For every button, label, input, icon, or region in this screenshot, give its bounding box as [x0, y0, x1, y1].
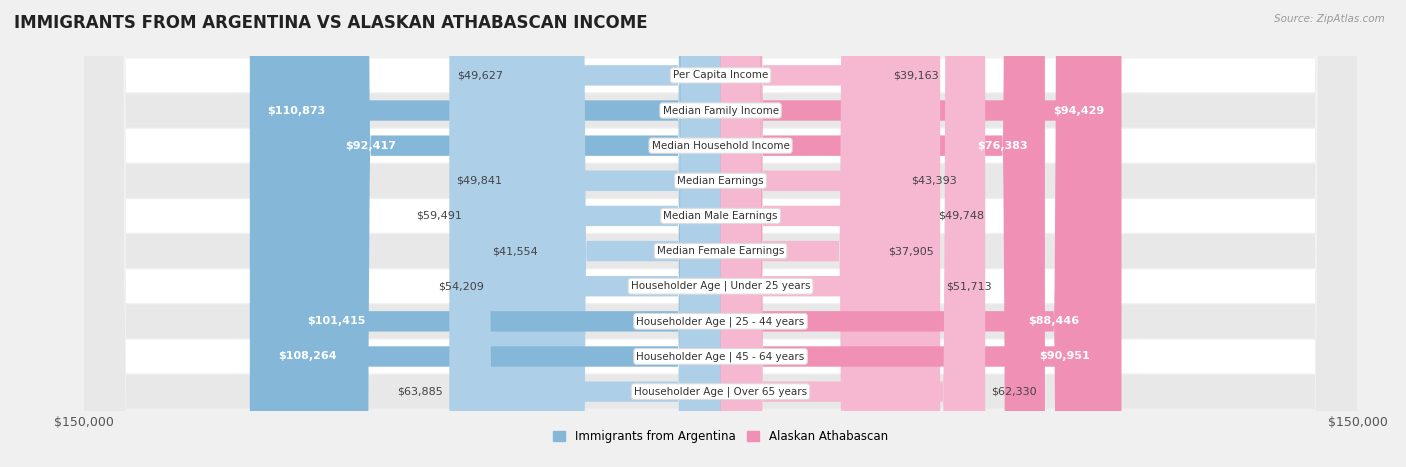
FancyBboxPatch shape [84, 0, 1357, 467]
FancyBboxPatch shape [721, 0, 1097, 467]
FancyBboxPatch shape [84, 0, 1357, 467]
Legend: Immigrants from Argentina, Alaskan Athabascan: Immigrants from Argentina, Alaskan Athab… [548, 425, 893, 448]
Text: $41,554: $41,554 [492, 246, 537, 256]
FancyBboxPatch shape [721, 0, 932, 467]
Text: Householder Age | 45 - 64 years: Householder Age | 45 - 64 years [637, 351, 804, 362]
Text: $49,841: $49,841 [457, 176, 502, 186]
Text: Median Household Income: Median Household Income [651, 141, 790, 151]
Text: Median Earnings: Median Earnings [678, 176, 763, 186]
FancyBboxPatch shape [721, 0, 1107, 467]
FancyBboxPatch shape [84, 0, 1357, 467]
FancyBboxPatch shape [250, 0, 721, 467]
FancyBboxPatch shape [509, 0, 721, 467]
Text: $110,873: $110,873 [267, 106, 325, 115]
Text: Median Male Earnings: Median Male Earnings [664, 211, 778, 221]
Text: $108,264: $108,264 [278, 352, 336, 361]
FancyBboxPatch shape [721, 0, 1122, 467]
Text: $76,383: $76,383 [977, 141, 1028, 151]
Text: Median Female Earnings: Median Female Earnings [657, 246, 785, 256]
FancyBboxPatch shape [290, 0, 721, 467]
FancyBboxPatch shape [84, 0, 1357, 467]
FancyBboxPatch shape [84, 0, 1357, 467]
Text: Householder Age | Over 65 years: Householder Age | Over 65 years [634, 386, 807, 397]
Text: Per Capita Income: Per Capita Income [673, 71, 768, 80]
Text: $90,951: $90,951 [1039, 352, 1090, 361]
Text: IMMIGRANTS FROM ARGENTINA VS ALASKAN ATHABASCAN INCOME: IMMIGRANTS FROM ARGENTINA VS ALASKAN ATH… [14, 14, 648, 32]
FancyBboxPatch shape [84, 0, 1357, 467]
Text: $37,905: $37,905 [887, 246, 934, 256]
Text: Median Family Income: Median Family Income [662, 106, 779, 115]
Text: Source: ZipAtlas.com: Source: ZipAtlas.com [1274, 14, 1385, 24]
Text: $51,713: $51,713 [946, 281, 993, 291]
FancyBboxPatch shape [84, 0, 1357, 467]
FancyBboxPatch shape [468, 0, 721, 467]
FancyBboxPatch shape [721, 0, 986, 467]
Text: $63,885: $63,885 [398, 387, 443, 396]
Text: $62,330: $62,330 [991, 387, 1038, 396]
Text: Householder Age | 25 - 44 years: Householder Age | 25 - 44 years [637, 316, 804, 326]
FancyBboxPatch shape [450, 0, 721, 467]
FancyBboxPatch shape [721, 0, 905, 467]
FancyBboxPatch shape [721, 0, 882, 467]
Text: $49,627: $49,627 [457, 71, 503, 80]
FancyBboxPatch shape [84, 0, 1357, 467]
FancyBboxPatch shape [544, 0, 721, 467]
Text: $88,446: $88,446 [1028, 316, 1080, 326]
Text: $49,748: $49,748 [938, 211, 984, 221]
FancyBboxPatch shape [84, 0, 1357, 467]
Text: $94,429: $94,429 [1053, 106, 1105, 115]
FancyBboxPatch shape [84, 0, 1357, 467]
FancyBboxPatch shape [721, 0, 1045, 467]
FancyBboxPatch shape [262, 0, 721, 467]
FancyBboxPatch shape [328, 0, 721, 467]
Text: $59,491: $59,491 [416, 211, 461, 221]
Text: Householder Age | Under 25 years: Householder Age | Under 25 years [631, 281, 810, 291]
FancyBboxPatch shape [491, 0, 721, 467]
Text: $92,417: $92,417 [344, 141, 396, 151]
FancyBboxPatch shape [721, 0, 887, 467]
Text: $54,209: $54,209 [439, 281, 484, 291]
FancyBboxPatch shape [721, 0, 941, 467]
Text: $101,415: $101,415 [307, 316, 366, 326]
Text: $43,393: $43,393 [911, 176, 957, 186]
Text: $39,163: $39,163 [893, 71, 939, 80]
FancyBboxPatch shape [510, 0, 721, 467]
